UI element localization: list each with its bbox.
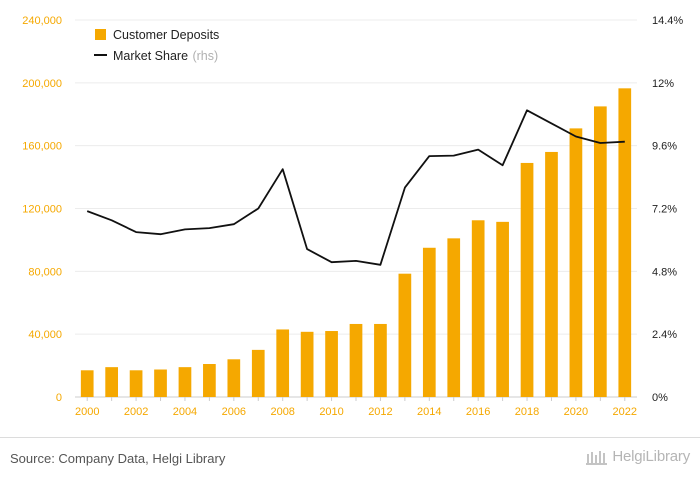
- bar: [251, 349, 265, 397]
- bar: [276, 329, 290, 397]
- right-tick-label: 9.6%: [652, 141, 677, 153]
- bar: [618, 88, 632, 398]
- bar: [520, 162, 534, 397]
- x-tick-label: 2020: [564, 406, 588, 418]
- line-series-market-share: [86, 109, 625, 266]
- x-tick-label: 2018: [515, 406, 539, 418]
- x-tick-label: 2004: [173, 406, 197, 418]
- logo-text: HelgiLibrary: [612, 448, 690, 465]
- bar: [422, 247, 436, 397]
- legend-label-customer-deposits: Customer Deposits: [113, 28, 219, 42]
- x-tick-label: 2010: [319, 406, 343, 418]
- right-tick-label: 14.4%: [652, 15, 683, 27]
- right-tick-label: 0%: [652, 392, 668, 404]
- bar: [300, 331, 314, 397]
- bar: [471, 220, 485, 397]
- legend-label-market-share-name: Market Share: [113, 49, 188, 63]
- bar: [398, 273, 412, 397]
- grid-lines: [75, 19, 637, 398]
- helgi-library-logo: HelgiLibrary: [586, 448, 690, 465]
- left-tick-label: 40,000: [28, 329, 62, 341]
- legend-label-rhs: (rhs): [192, 49, 218, 63]
- legend: Customer Deposits Market Share (rhs): [94, 28, 219, 64]
- bar: [447, 238, 461, 397]
- bar: [593, 106, 607, 397]
- bar: [349, 323, 363, 397]
- bar: [154, 369, 167, 397]
- x-axis: 2000 2002 2004 2006 2008 2010 2012 2014 2016 2018…: [75, 397, 637, 418]
- chart-svg: 0 40,000 80,000 120,000 160,000 200,000 240,00…: [22, 15, 683, 418]
- left-axis: 0 40,000 80,000 120,000 160,000 200,000 240,00…: [22, 15, 62, 404]
- bar: [496, 221, 509, 397]
- bar: [545, 151, 558, 397]
- bar: [80, 370, 94, 397]
- left-tick-label: 200,000: [22, 78, 62, 90]
- bar: [569, 128, 583, 397]
- bar: [325, 331, 338, 397]
- bar: [178, 367, 192, 397]
- left-tick-label: 80,000: [28, 266, 62, 278]
- bar: [374, 323, 387, 397]
- x-tick-label: 2002: [124, 406, 148, 418]
- left-tick-label: 240,000: [22, 15, 62, 27]
- bar: [227, 359, 241, 397]
- x-tick-label: 2012: [368, 406, 392, 418]
- left-tick-label: 0: [56, 392, 62, 404]
- left-tick-label: 120,000: [22, 204, 62, 216]
- right-axis: 0% 2.4% 4.8% 7.2% 9.6% 12% 14.4%: [652, 15, 683, 404]
- footer-divider: [0, 437, 700, 438]
- source-note: Source: Company Data, Helgi Library: [10, 451, 226, 466]
- x-tick-label: 2016: [466, 406, 490, 418]
- right-tick-label: 7.2%: [652, 204, 677, 216]
- right-tick-label: 2.4%: [652, 329, 677, 341]
- bar: [203, 364, 216, 397]
- legend-swatch-customer-deposits: [95, 29, 106, 40]
- x-tick-label: 2000: [75, 406, 99, 418]
- x-tick-label: 2022: [613, 406, 637, 418]
- market-share-line: [86, 109, 625, 266]
- right-tick-label: 12%: [652, 78, 674, 90]
- bar-series-customer-deposits: [80, 88, 632, 398]
- legend-label-market-share: Market Share (rhs): [113, 47, 218, 64]
- x-tick-label: 2008: [270, 406, 294, 418]
- bar: [105, 367, 119, 397]
- x-tick-label: 2006: [222, 406, 246, 418]
- bar: [129, 370, 143, 397]
- right-tick-label: 4.8%: [652, 266, 677, 278]
- library-building-icon: [586, 450, 608, 465]
- left-tick-label: 160,000: [22, 141, 62, 153]
- x-tick-label: 2014: [417, 406, 441, 418]
